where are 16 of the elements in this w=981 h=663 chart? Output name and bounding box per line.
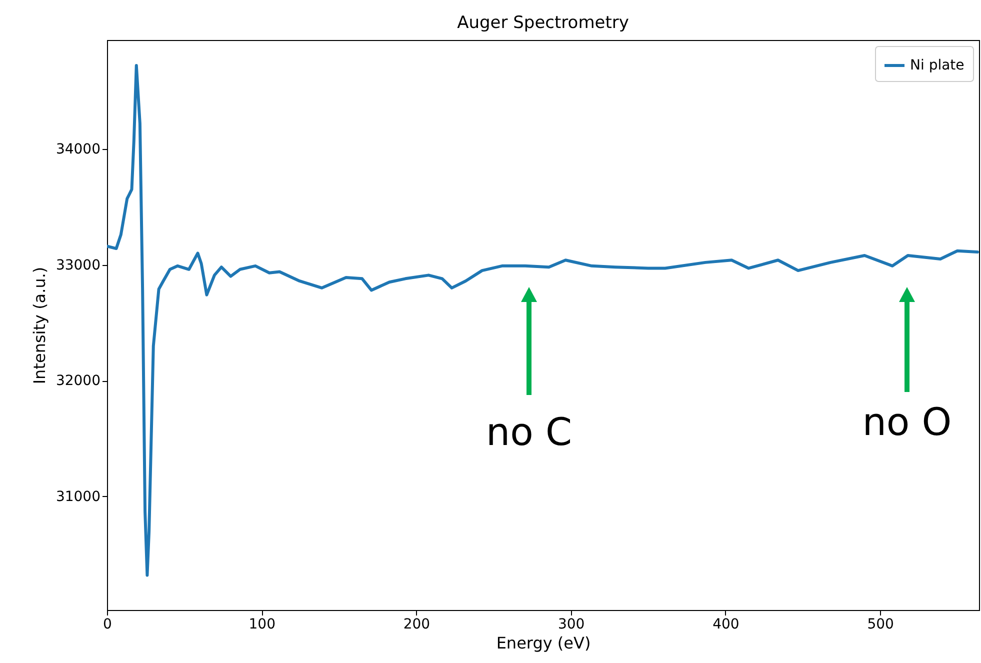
legend-label: Ni plate bbox=[910, 58, 964, 74]
x-tick-label: 500 bbox=[867, 616, 894, 632]
annotation: no C bbox=[486, 410, 572, 454]
x-tick-label: 100 bbox=[248, 616, 276, 632]
y-tick-label: 31000 bbox=[56, 488, 100, 505]
y-tick-label: 34000 bbox=[56, 141, 100, 158]
y-tick-label: 33000 bbox=[56, 257, 100, 274]
x-axis-title: Energy (eV) bbox=[496, 634, 591, 652]
x-tick-label: 0 bbox=[103, 616, 112, 632]
y-tick-label: 32000 bbox=[56, 373, 100, 390]
x-tick-label: 300 bbox=[558, 616, 585, 632]
annotation: no O bbox=[862, 400, 952, 444]
x-tick-label: 200 bbox=[403, 616, 430, 632]
x-tick-label: 400 bbox=[712, 616, 740, 632]
y-axis-title: Intensity (a.u.) bbox=[30, 266, 49, 384]
chart-title: Auger Spectrometry bbox=[457, 13, 629, 33]
